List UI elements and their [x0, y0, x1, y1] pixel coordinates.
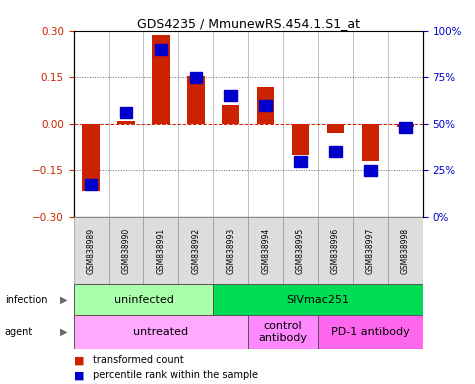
Bar	[388, 217, 423, 284]
Text: GSM838990: GSM838990	[122, 227, 131, 274]
Text: GSM838994: GSM838994	[261, 227, 270, 274]
Bar	[74, 284, 213, 315]
Bar	[292, 124, 309, 155]
Text: GSM838998: GSM838998	[401, 227, 410, 274]
Bar	[329, 146, 342, 157]
Text: GSM838997: GSM838997	[366, 227, 375, 274]
Bar	[318, 217, 353, 284]
Bar	[364, 165, 377, 176]
Bar	[152, 35, 170, 124]
Text: infection: infection	[5, 295, 47, 305]
Bar	[353, 217, 388, 284]
Bar	[108, 217, 143, 284]
Bar	[120, 107, 132, 118]
Text: GSM838995: GSM838995	[296, 227, 305, 274]
Text: GSM838996: GSM838996	[331, 227, 340, 274]
Bar	[187, 76, 205, 124]
Bar	[85, 179, 97, 190]
Bar	[225, 90, 237, 101]
Text: PD-1 antibody: PD-1 antibody	[331, 327, 410, 337]
Text: untreated: untreated	[133, 327, 189, 337]
Text: percentile rank within the sample: percentile rank within the sample	[93, 370, 257, 381]
Bar	[318, 315, 423, 349]
Bar	[74, 315, 248, 349]
Bar	[397, 124, 414, 127]
Text: GSM838989: GSM838989	[86, 227, 95, 274]
Text: GSM838993: GSM838993	[226, 227, 235, 274]
Bar	[283, 217, 318, 284]
Bar	[294, 156, 307, 167]
Bar	[190, 72, 202, 83]
Bar	[143, 217, 178, 284]
Bar	[259, 99, 272, 111]
Bar	[257, 86, 275, 124]
Text: ▶: ▶	[60, 327, 68, 337]
Bar	[213, 284, 423, 315]
Text: ■: ■	[74, 370, 87, 381]
Bar	[117, 121, 135, 124]
Bar	[74, 217, 108, 284]
Title: GDS4235 / MmunewRS.454.1.S1_at: GDS4235 / MmunewRS.454.1.S1_at	[137, 17, 360, 30]
Text: agent: agent	[5, 327, 33, 337]
Bar	[248, 217, 283, 284]
Text: uninfected: uninfected	[114, 295, 173, 305]
Bar	[361, 124, 379, 161]
Bar	[399, 122, 411, 133]
Text: control
antibody: control antibody	[258, 321, 308, 343]
Bar	[82, 124, 100, 190]
Bar	[213, 217, 248, 284]
Bar	[179, 217, 213, 284]
Text: ▶: ▶	[60, 295, 68, 305]
Bar	[222, 105, 239, 124]
Text: transformed count: transformed count	[93, 356, 183, 366]
Text: ■: ■	[74, 356, 87, 366]
Text: GSM838992: GSM838992	[191, 227, 200, 274]
Bar	[155, 44, 167, 55]
Text: GSM838991: GSM838991	[156, 227, 165, 274]
Text: SIVmac251: SIVmac251	[286, 295, 350, 305]
Bar	[248, 315, 318, 349]
Bar	[327, 124, 344, 133]
